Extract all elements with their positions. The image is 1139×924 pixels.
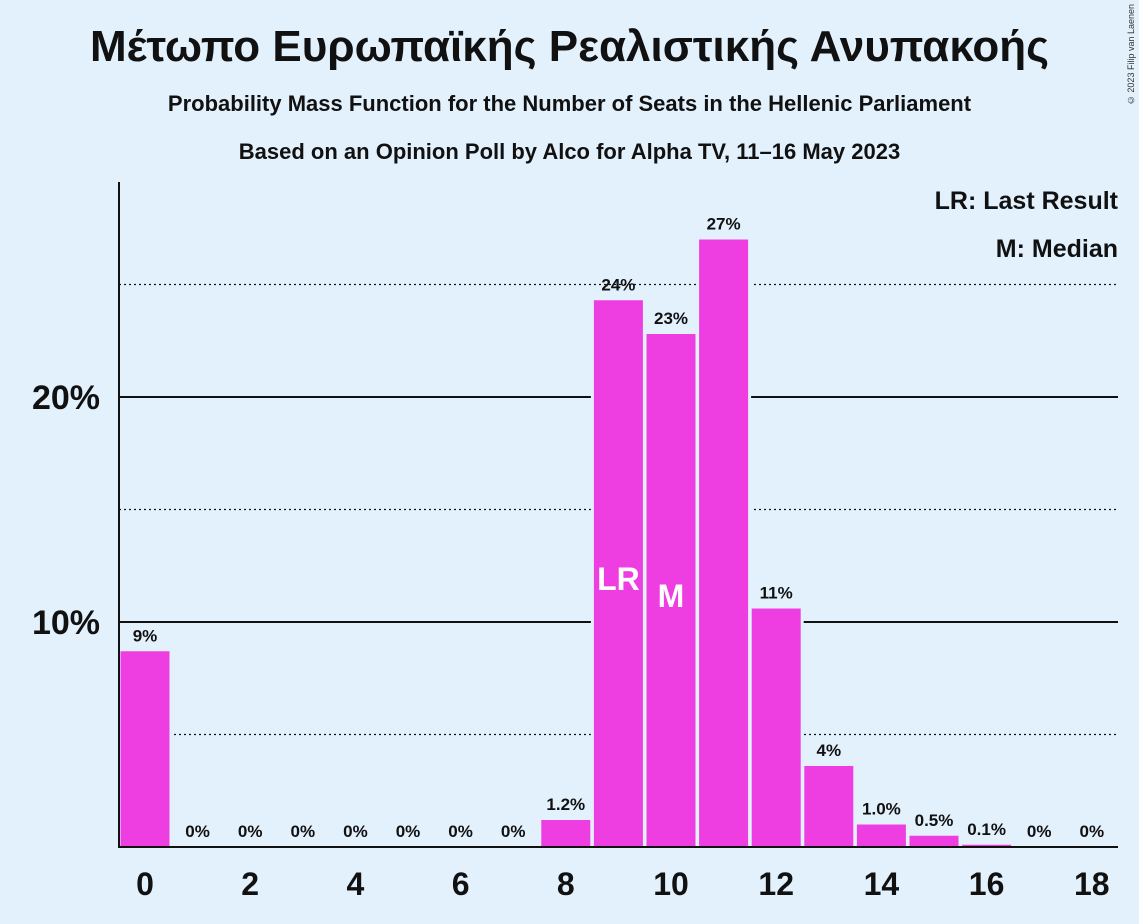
data-label: 0% <box>448 822 473 841</box>
data-label: 1.2% <box>546 795 585 814</box>
x-tick-label: 14 <box>864 866 900 902</box>
bar <box>856 824 906 847</box>
data-label: 0% <box>1080 822 1105 841</box>
data-label: 23% <box>654 309 688 328</box>
data-labels: 9% 0% 0% 0% 0% 0% 0% 0% 1.2% 24% 23% 27% 11% 4% 1.0% 0.… <box>133 215 1104 842</box>
x-tick-label: 16 <box>969 866 1005 902</box>
bar <box>751 608 801 847</box>
data-label: 11% <box>760 584 793 603</box>
x-tick-label: 10 <box>653 866 689 902</box>
legend-last-result: LR: Last Result <box>935 187 1119 215</box>
data-label: 0.1% <box>967 820 1006 839</box>
data-label: 27% <box>707 215 741 234</box>
bars <box>117 236 1015 847</box>
legend-median: M: Median <box>996 235 1118 263</box>
median-marker: M <box>658 578 685 614</box>
bar <box>120 651 170 847</box>
data-label: 0% <box>1027 822 1052 841</box>
data-label: 0% <box>291 822 316 841</box>
data-label: 0% <box>396 822 421 841</box>
data-label: 0% <box>185 822 210 841</box>
bar <box>699 239 749 847</box>
data-label: 1.0% <box>862 800 901 819</box>
data-label: 0% <box>238 822 263 841</box>
data-label: 9% <box>133 626 158 645</box>
bar <box>909 835 959 847</box>
bar-gap <box>959 841 1015 847</box>
y-tick-label: 20% <box>32 379 100 417</box>
bar <box>593 300 643 847</box>
axes: 0 2 4 6 8 10 12 14 16 18 10% 20% <box>32 182 1118 902</box>
data-label: 0.5% <box>915 811 954 830</box>
x-tick-label: 0 <box>136 866 154 902</box>
chart-subtitle: Probability Mass Function for the Number… <box>167 91 972 116</box>
chart-source: Based on an Opinion Poll by Alco for Alp… <box>238 139 901 164</box>
bar <box>804 766 854 847</box>
x-tick-label: 18 <box>1074 866 1110 902</box>
last-result-marker: LR <box>597 561 640 597</box>
x-tick-label: 2 <box>241 866 259 902</box>
chart-title: Μέτωπο Ευρωπαϊκής Ρεαλιστικής Ανυπακοής <box>89 22 1050 71</box>
data-label: 0% <box>501 822 526 841</box>
data-label: 0% <box>343 822 368 841</box>
data-label: 4% <box>817 741 842 760</box>
x-tick-label: 12 <box>758 866 794 902</box>
x-tick-label: 4 <box>347 866 365 902</box>
bar <box>962 844 1012 847</box>
x-tick-label: 6 <box>452 866 470 902</box>
data-label: 24% <box>601 275 635 294</box>
x-tick-label: 8 <box>557 866 575 902</box>
bar <box>646 334 696 847</box>
bar <box>541 820 591 847</box>
legend: LR: Last Result M: Median <box>935 187 1119 263</box>
y-tick-label: 10% <box>32 604 100 642</box>
